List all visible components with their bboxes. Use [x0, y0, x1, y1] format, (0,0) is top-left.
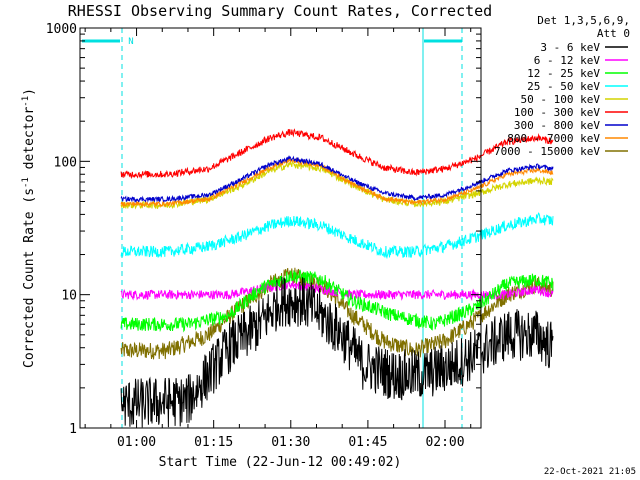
x-tick-label: 01:30 — [271, 435, 310, 450]
y-axis-label-superscript: -1 — [21, 96, 31, 107]
y-axis-label-part: Corrected Count Rate (s — [22, 188, 37, 368]
chart-title: RHESSI Observing Summary Count Rates, Co… — [68, 2, 492, 20]
x-tick-label: 01:15 — [194, 435, 233, 450]
plot-frame — [79, 27, 482, 429]
night-marker: N — [128, 37, 133, 47]
legend-label: 3 - 6 keV — [540, 41, 600, 54]
y-tick-label: 100 — [54, 155, 77, 170]
legend-label: 25 - 50 keV — [527, 80, 600, 93]
y-axis: 1 10 100 1000 — [46, 22, 481, 437]
y-axis-label-superscript: -1 — [21, 177, 31, 188]
legend-label: 300 - 800 keV — [514, 119, 600, 132]
legend-header-line: Att 0 — [597, 27, 630, 40]
y-axis-label-part: detector — [22, 107, 37, 178]
legend-label: 800 - 7000 keV — [507, 132, 600, 145]
legend-label: 7000 - 15000 keV — [494, 145, 600, 158]
y-tick-label: 1 — [69, 422, 77, 437]
x-tick-label: 01:45 — [348, 435, 387, 450]
legend-label: 6 - 12 keV — [534, 54, 601, 67]
x-axis-label: Start Time (22-Jun-12 00:49:02) — [159, 455, 402, 470]
legend-label: 50 - 100 keV — [521, 93, 601, 106]
x-tick-label: 01:00 — [117, 435, 156, 450]
y-axis-label-part: ) — [22, 88, 37, 96]
date-stamp: 22-Oct-2021 21:05 — [544, 467, 636, 477]
y-axis-label: Corrected Count Rate (s-1 detector-1) — [21, 88, 37, 368]
y-tick-label: 1000 — [46, 22, 77, 37]
legend-label: 12 - 25 keV — [527, 67, 600, 80]
x-tick-label: 02:00 — [425, 435, 464, 450]
legend-header-line: Det 1,3,5,6,9, — [537, 14, 630, 27]
y-tick-label: 10 — [61, 289, 77, 304]
legend-label: 100 - 300 keV — [514, 106, 600, 119]
x-axis: 01:00 01:15 01:30 01:45 02:00 — [84, 28, 472, 450]
